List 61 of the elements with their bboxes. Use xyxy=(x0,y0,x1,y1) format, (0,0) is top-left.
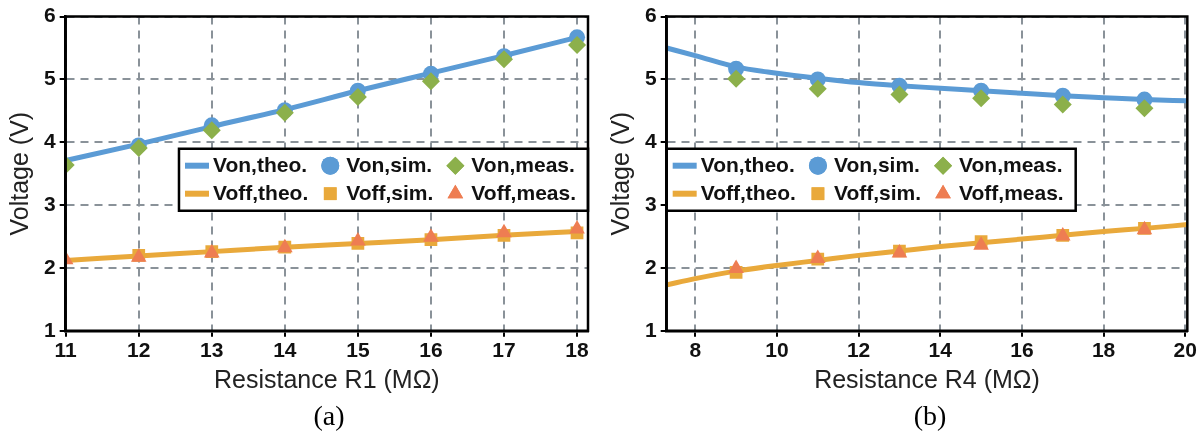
legend-label: Von,sim. xyxy=(833,153,920,177)
x-tick-label: 20 xyxy=(1173,338,1197,362)
y-tick-label: 4 xyxy=(644,129,657,153)
legend-label: Voff,sim. xyxy=(346,181,434,205)
y-tick-label: 3 xyxy=(43,191,56,215)
y-tick-label: 4 xyxy=(43,129,56,153)
x-axis-title: Resistance R4 (MΩ) xyxy=(814,364,1040,393)
y-tick-label: 2 xyxy=(43,254,56,278)
x-tick-label: 17 xyxy=(492,338,516,362)
y-tick-label: 6 xyxy=(644,3,657,27)
y-tick-label: 3 xyxy=(644,191,657,215)
legend-label: Voff,meas. xyxy=(471,181,577,205)
y-tick-label: 1 xyxy=(43,317,56,341)
point xyxy=(727,69,746,88)
x-tick-label: 11 xyxy=(54,338,78,362)
point xyxy=(568,35,587,54)
point xyxy=(1053,95,1072,114)
point xyxy=(423,228,439,242)
y-tick-label: 2 xyxy=(644,254,657,278)
legend-label: Voff,theo. xyxy=(212,181,309,205)
x-tick-label: 14 xyxy=(928,338,953,362)
legend-label: Von,theo. xyxy=(212,153,308,177)
x-tick-label: 12 xyxy=(846,338,871,362)
point xyxy=(808,79,827,98)
x-tick-label: 15 xyxy=(346,338,370,362)
legend-label: Voff,theo. xyxy=(700,181,796,205)
point xyxy=(972,89,991,108)
point xyxy=(1135,99,1154,118)
y-tick-label: 6 xyxy=(43,3,56,27)
text: (a) xyxy=(312,400,346,432)
point xyxy=(202,121,221,140)
y-tick-label: 5 xyxy=(43,66,56,90)
y-axis-title: Voltage (V) xyxy=(605,111,634,236)
legend-label: Von,meas. xyxy=(471,153,575,177)
x-tick-label: 18 xyxy=(1091,338,1116,362)
point xyxy=(350,231,366,246)
y-tick-label: 5 xyxy=(644,66,657,90)
legend-label: Von,sim. xyxy=(346,153,433,177)
x-tick-label: 16 xyxy=(1010,338,1034,362)
point xyxy=(728,259,744,274)
point xyxy=(496,223,512,238)
point xyxy=(569,220,585,234)
x-tick-label: 12 xyxy=(127,338,151,362)
x-tick-label: 14 xyxy=(273,338,297,362)
text: (b) xyxy=(912,400,948,432)
x-tick-label: 18 xyxy=(565,338,590,362)
legend-label: Voff,meas. xyxy=(959,181,1064,205)
legend-label: Von,theo. xyxy=(700,153,795,177)
legend-label: Von,meas. xyxy=(959,153,1063,177)
x-tick-label: 16 xyxy=(419,338,443,362)
x-axis-title: Resistance R1 (MΩ) xyxy=(214,364,440,393)
y-tick-label: 1 xyxy=(644,317,657,341)
point xyxy=(421,72,440,91)
x-tick-label: 10 xyxy=(765,338,789,362)
point xyxy=(348,88,367,107)
legend-label: Voff,sim. xyxy=(833,181,922,205)
y-axis-title: Voltage (V) xyxy=(4,111,33,236)
x-tick-label: 8 xyxy=(689,338,702,362)
x-tick-label: 13 xyxy=(200,338,224,362)
point xyxy=(494,50,513,69)
point xyxy=(890,85,909,104)
